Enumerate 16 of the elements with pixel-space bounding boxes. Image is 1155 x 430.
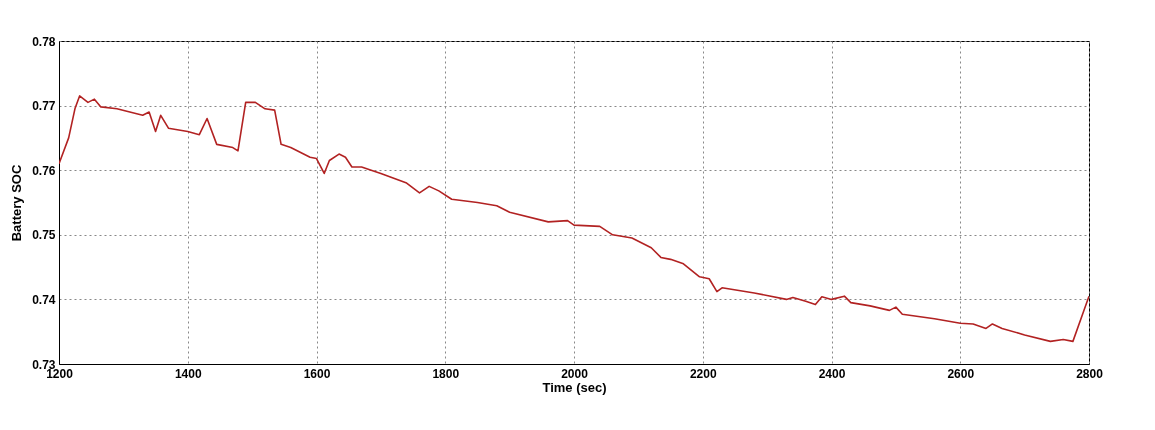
x-tick-label: 1600 — [303, 366, 331, 381]
line-series — [59, 95, 1089, 343]
x-tick-label: 1400 — [174, 366, 202, 381]
y-tick-label: 0.78 — [32, 34, 56, 49]
x-tick-label: 2800 — [1076, 366, 1104, 381]
x-tick-label: 2200 — [689, 366, 717, 381]
y-tick-label: 0.74 — [32, 292, 56, 307]
x-tick-label: 2600 — [947, 366, 975, 381]
y-tick-label: 0.76 — [32, 163, 56, 178]
x-axis-title: Time (sec) — [542, 379, 607, 395]
x-tick-label: 2400 — [818, 366, 846, 381]
x-tick-label: 2000 — [561, 366, 589, 381]
y-tick-label: 0.77 — [32, 99, 56, 114]
x-tick-label: 1800 — [432, 366, 460, 381]
y-axis-title: Battery SOC — [9, 164, 25, 242]
y-tick-label: 0.75 — [32, 228, 56, 243]
